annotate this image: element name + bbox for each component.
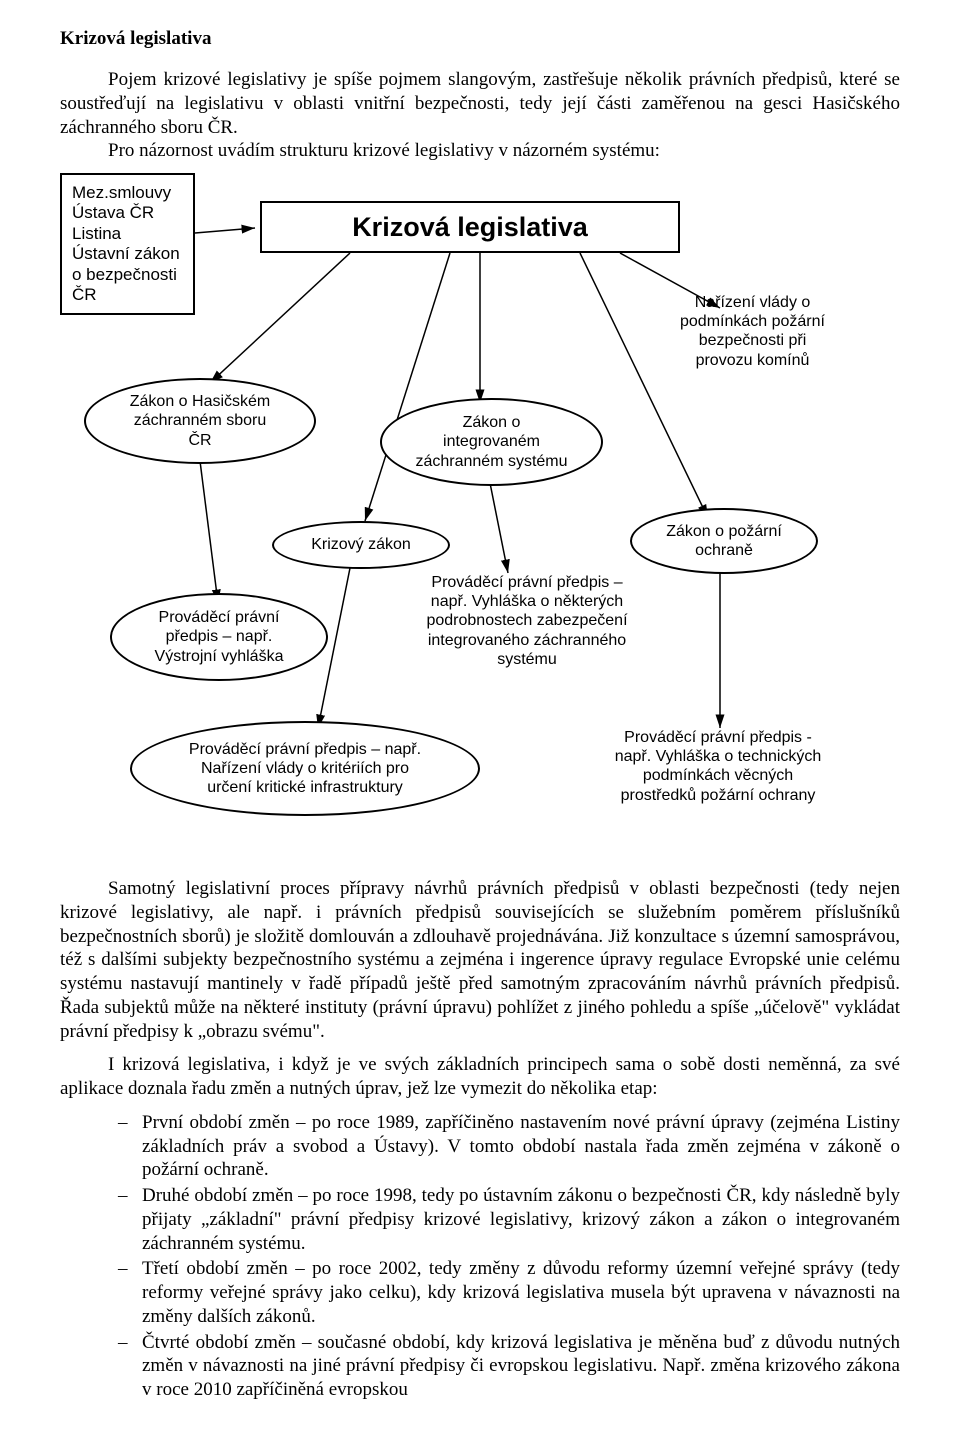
dash-icon: – — [118, 1257, 128, 1281]
list-item: –Třetí období změn – po roce 2002, tedy … — [60, 1257, 900, 1328]
page-title: Krizová legislativa — [60, 28, 900, 50]
dash-icon: – — [118, 1331, 128, 1355]
node-izsreg: Prováděcí právní předpis – např. Vyhlášk… — [392, 573, 662, 669]
list-item-text: Čtvrté období změn – současné období, kd… — [142, 1332, 900, 1401]
list-item-text: Třetí období změn – po roce 2002, tedy z… — [142, 1258, 900, 1327]
dash-icon: – — [118, 1111, 128, 1135]
body-paragraph-2: I krizová legislativa, i když je ve svýc… — [60, 1053, 900, 1101]
intro-paragraph-2: Pro názornost uvádím strukturu krizové l… — [60, 139, 900, 163]
node-fireprotect: Zákon o požární ochraně — [630, 508, 818, 574]
body-paragraph-1: Samotný legislativní proces přípravy náv… — [60, 877, 900, 1043]
legislation-diagram: Mez.smlouvy Ústava ČR Listina Ústavní zá… — [60, 173, 900, 863]
node-crisis: Krizový zákon — [272, 521, 450, 569]
list-item: –Čtvrté období změn – současné období, k… — [60, 1331, 900, 1402]
node-firebrigade: Zákon o Hasičském záchranném sboru ČR — [84, 378, 316, 464]
node-critinfra-label: Prováděcí právní předpis – např. Nařízen… — [189, 740, 421, 798]
list-item: –Druhé období změn – po roce 1998, tedy … — [60, 1184, 900, 1255]
dash-icon: – — [118, 1184, 128, 1208]
node-integrated-label: Zákon o integrovaném záchranném systému — [415, 413, 567, 471]
diagram-title: Krizová legislativa — [260, 201, 680, 253]
node-equip-label: Prováděcí právní předpis – např. Výstroj… — [155, 608, 284, 666]
node-techfire: Prováděcí právní předpis - např. Vyhlášk… — [568, 728, 868, 805]
list-item: –První období změn – po roce 1989, zapří… — [60, 1111, 900, 1182]
node-equip: Prováděcí právní předpis – např. Výstroj… — [110, 593, 328, 681]
list-item-text: První období změn – po roce 1989, zapříč… — [142, 1112, 900, 1181]
sources-box: Mez.smlouvy Ústava ČR Listina Ústavní zá… — [60, 173, 195, 315]
node-fireprotect-label: Zákon o požární ochraně — [666, 522, 782, 560]
list-item-text: Druhé období změn – po roce 1998, tedy p… — [142, 1185, 900, 1254]
node-crisis-label: Krizový zákon — [311, 535, 411, 554]
node-chimney: Nařízení vlády o podmínkách požární bezp… — [625, 293, 880, 370]
node-critinfra: Prováděcí právní předpis – např. Nařízen… — [130, 721, 480, 816]
intro-paragraph-1: Pojem krizové legislativy je spíše pojme… — [60, 68, 900, 139]
node-firebrigade-label: Zákon o Hasičském záchranném sboru ČR — [130, 392, 271, 450]
periods-list: –První období změn – po roce 1989, zapří… — [60, 1111, 900, 1402]
node-integrated: Zákon o integrovaném záchranném systému — [380, 398, 603, 486]
